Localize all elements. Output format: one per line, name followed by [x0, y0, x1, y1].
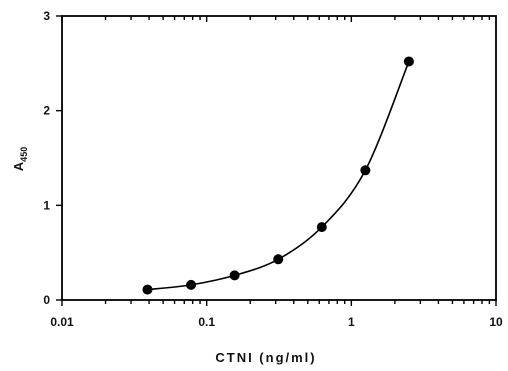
- data-point: [403, 56, 414, 67]
- y-axis-label-group: A450: [11, 147, 29, 171]
- y-axis-label: A: [11, 161, 26, 171]
- data-point: [186, 279, 197, 290]
- y-tick-label: 3: [43, 9, 50, 23]
- y-tick-label: 1: [43, 198, 50, 212]
- y-axis-label-subscript: 450: [19, 147, 29, 162]
- axis-ticks: [56, 15, 497, 306]
- data-point: [360, 165, 371, 176]
- y-tick-label: 2: [43, 104, 50, 118]
- x-tick-label: 10: [489, 315, 503, 329]
- plot-frame: [61, 15, 497, 301]
- data-point: [316, 222, 327, 233]
- data-point: [142, 284, 153, 295]
- data-point: [229, 270, 240, 281]
- x-tick-label: 1: [348, 315, 355, 329]
- plot-border: [61, 15, 497, 301]
- svg-text:A450: A450: [11, 147, 29, 171]
- y-tick-label: 0: [43, 293, 50, 307]
- data-points: [142, 56, 414, 295]
- x-tick-label: 0.01: [50, 315, 74, 329]
- x-tick-labels: 0.01 0.1 1 10: [50, 315, 503, 329]
- y-tick-labels: 0 1 2 3: [43, 9, 50, 307]
- data-point: [273, 254, 284, 265]
- x-tick-label: 0.1: [198, 315, 215, 329]
- x-axis-label: CTNI (ng/ml): [215, 350, 316, 365]
